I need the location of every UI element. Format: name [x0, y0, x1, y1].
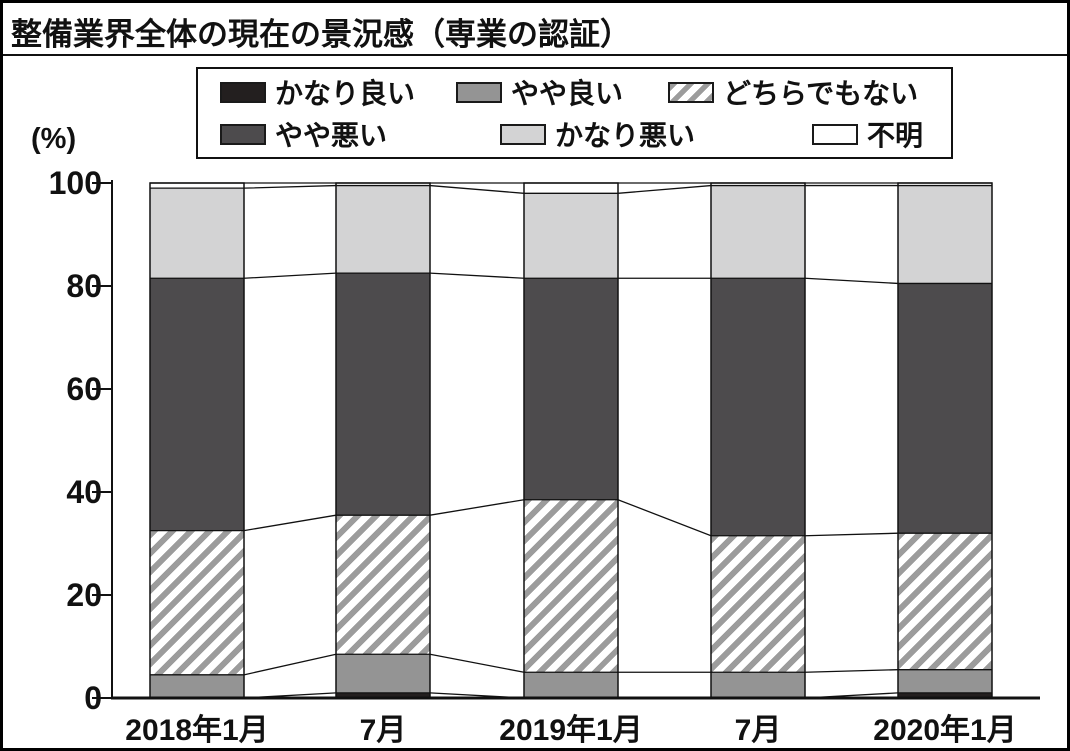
bar-segment-light-0: [150, 188, 244, 279]
bar-segment-gray-2: [524, 672, 618, 698]
bar-segment-light-3: [711, 185, 805, 279]
title-rule: [3, 54, 1067, 56]
x-axis-label-0: 2018年1月: [125, 714, 269, 747]
bar-segment-white-2: [524, 183, 618, 194]
x-axis-label-4: 2020年1月: [873, 714, 1017, 747]
bar-segment-hatch-2: [524, 499, 618, 673]
legend-item-kanari-yoi: かなり良い: [220, 78, 415, 109]
bar-segment-white-3: [711, 183, 805, 186]
legend-swatch-yaya-warui: [220, 123, 266, 145]
bar-segment-gray-4: [898, 669, 992, 693]
legend-label-kanari-yoi: かなり良い: [275, 78, 416, 109]
legend: かなり良い やや良い どちらでもない やや悪い かなり悪い 不明: [196, 67, 953, 159]
y-axis-unit-label: (%): [31, 123, 77, 155]
bar-segment-hatch-0: [150, 530, 244, 675]
x-axis-label-1: 7月: [359, 714, 407, 747]
bar-segment-gray-1: [336, 654, 430, 693]
bar-segment-dark-0: [150, 278, 244, 531]
legend-swatch-dochirademonai: [668, 81, 714, 103]
bar-segment-light-2: [524, 193, 618, 279]
y-tick-label-80: 80: [66, 268, 102, 304]
bar-segment-hatch-3: [711, 535, 805, 673]
legend-swatch-kanari-yoi: [220, 81, 266, 103]
legend-label-yaya-yoi: やや良い: [511, 78, 624, 109]
bar-segment-black-4: [898, 692, 992, 698]
legend-item-dochirademonai: どちらでもない: [668, 78, 918, 109]
legend-label-fumei: 不明: [867, 120, 924, 151]
bar-segment-light-1: [336, 185, 430, 274]
bar-segment-light-4: [898, 185, 992, 284]
legend-item-yaya-warui: やや悪い: [220, 120, 387, 151]
y-tick-label-100: 100: [48, 165, 102, 201]
bar-segment-dark-4: [898, 283, 992, 534]
bar-segment-white-1: [336, 183, 430, 186]
legend-swatch-yaya-yoi: [456, 81, 502, 103]
bar-segment-white-4: [898, 183, 992, 186]
x-axis-label-3: 7月: [734, 714, 782, 747]
bar-segment-hatch-1: [336, 515, 430, 655]
legend-swatch-fumei: [812, 123, 858, 145]
legend-item-yaya-yoi: やや良い: [456, 78, 623, 109]
bar-segment-dark-3: [711, 278, 805, 536]
legend-swatch-kanari-warui: [500, 123, 546, 145]
legend-label-dochirademonai: どちらでもない: [723, 78, 919, 109]
bar-segment-hatch-4: [898, 533, 992, 670]
chart-title: 整備業界全体の現在の景況感（専業の認証）: [11, 17, 631, 52]
bar-segment-dark-1: [336, 273, 430, 516]
bar-segment-gray-3: [711, 672, 805, 698]
legend-label-kanari-warui: かなり悪い: [555, 120, 696, 151]
y-tick-label-60: 60: [66, 371, 102, 407]
bar-segment-dark-2: [524, 278, 618, 500]
bar-segment-gray-0: [150, 674, 244, 698]
bar-segment-black-1: [336, 692, 430, 698]
bar-segment-white-0: [150, 183, 244, 189]
legend-item-kanari-warui: かなり悪い: [500, 120, 695, 151]
y-tick-label-20: 20: [66, 577, 102, 613]
legend-item-fumei: 不明: [812, 120, 923, 151]
x-axis-label-2: 2019年1月: [499, 714, 643, 747]
legend-label-yaya-warui: やや悪い: [275, 120, 388, 151]
y-tick-label-40: 40: [66, 474, 102, 510]
